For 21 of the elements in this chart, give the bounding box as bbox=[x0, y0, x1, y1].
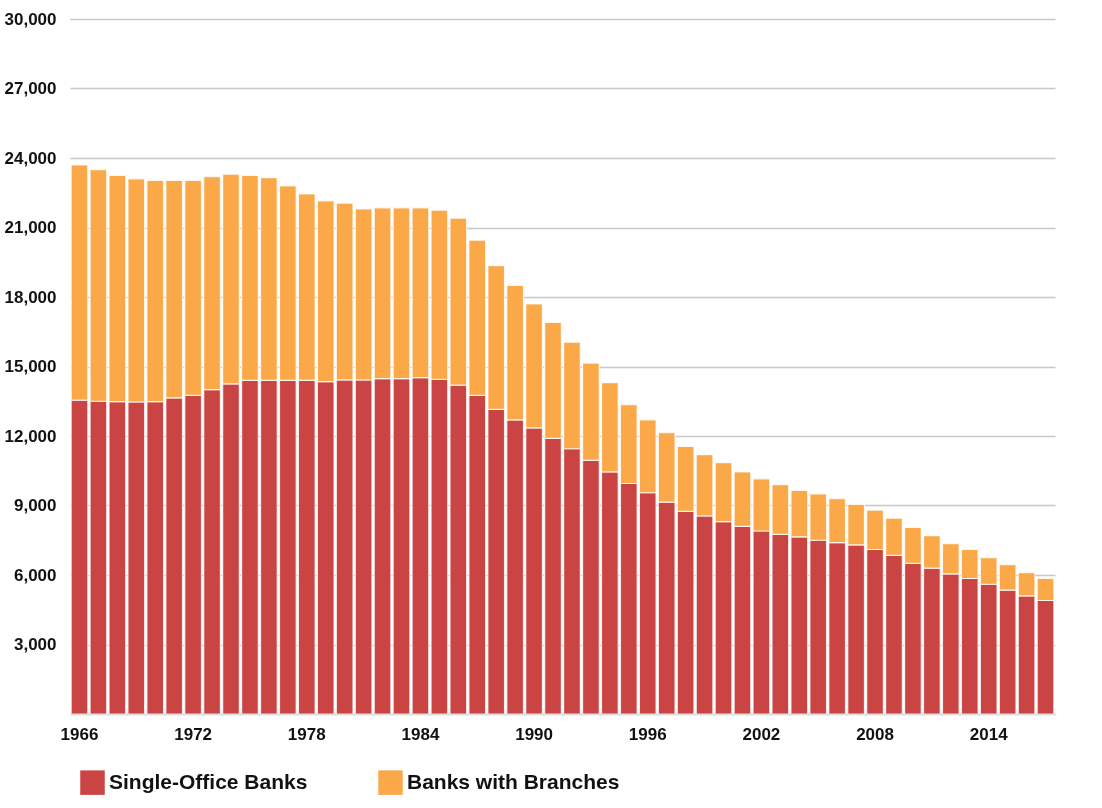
x-tick-label: 1996 bbox=[628, 724, 667, 744]
y-tick-label: 9,000 bbox=[13, 496, 57, 515]
legend-label: Banks with Branches bbox=[407, 769, 620, 793]
y-tick-label: 15,000 bbox=[4, 357, 57, 376]
x-tick-label: 1978 bbox=[287, 724, 326, 744]
x-tick-label: 2008 bbox=[856, 724, 894, 744]
x-tick-label: 1984 bbox=[401, 724, 440, 744]
x-tick-label: 1972 bbox=[174, 724, 213, 744]
x-tick-label: 2014 bbox=[969, 724, 1009, 744]
y-tick-label: 3,000 bbox=[13, 635, 57, 654]
y-tick-label: 27,000 bbox=[4, 79, 57, 98]
y-tick-label: 18,000 bbox=[4, 287, 57, 307]
legend-label: Single-Office Banks bbox=[109, 769, 308, 793]
y-tick-label: 12,000 bbox=[4, 426, 57, 446]
y-tick-label: 30,000 bbox=[4, 9, 57, 29]
y-tick-label: 6,000 bbox=[13, 565, 57, 585]
x-tick-label: 1966 bbox=[60, 724, 99, 744]
x-tick-label: 2002 bbox=[742, 724, 781, 744]
x-tick-label: 1990 bbox=[515, 724, 553, 744]
y-tick-label: 24,000 bbox=[4, 148, 57, 168]
y-tick-label: 21,000 bbox=[4, 218, 57, 237]
